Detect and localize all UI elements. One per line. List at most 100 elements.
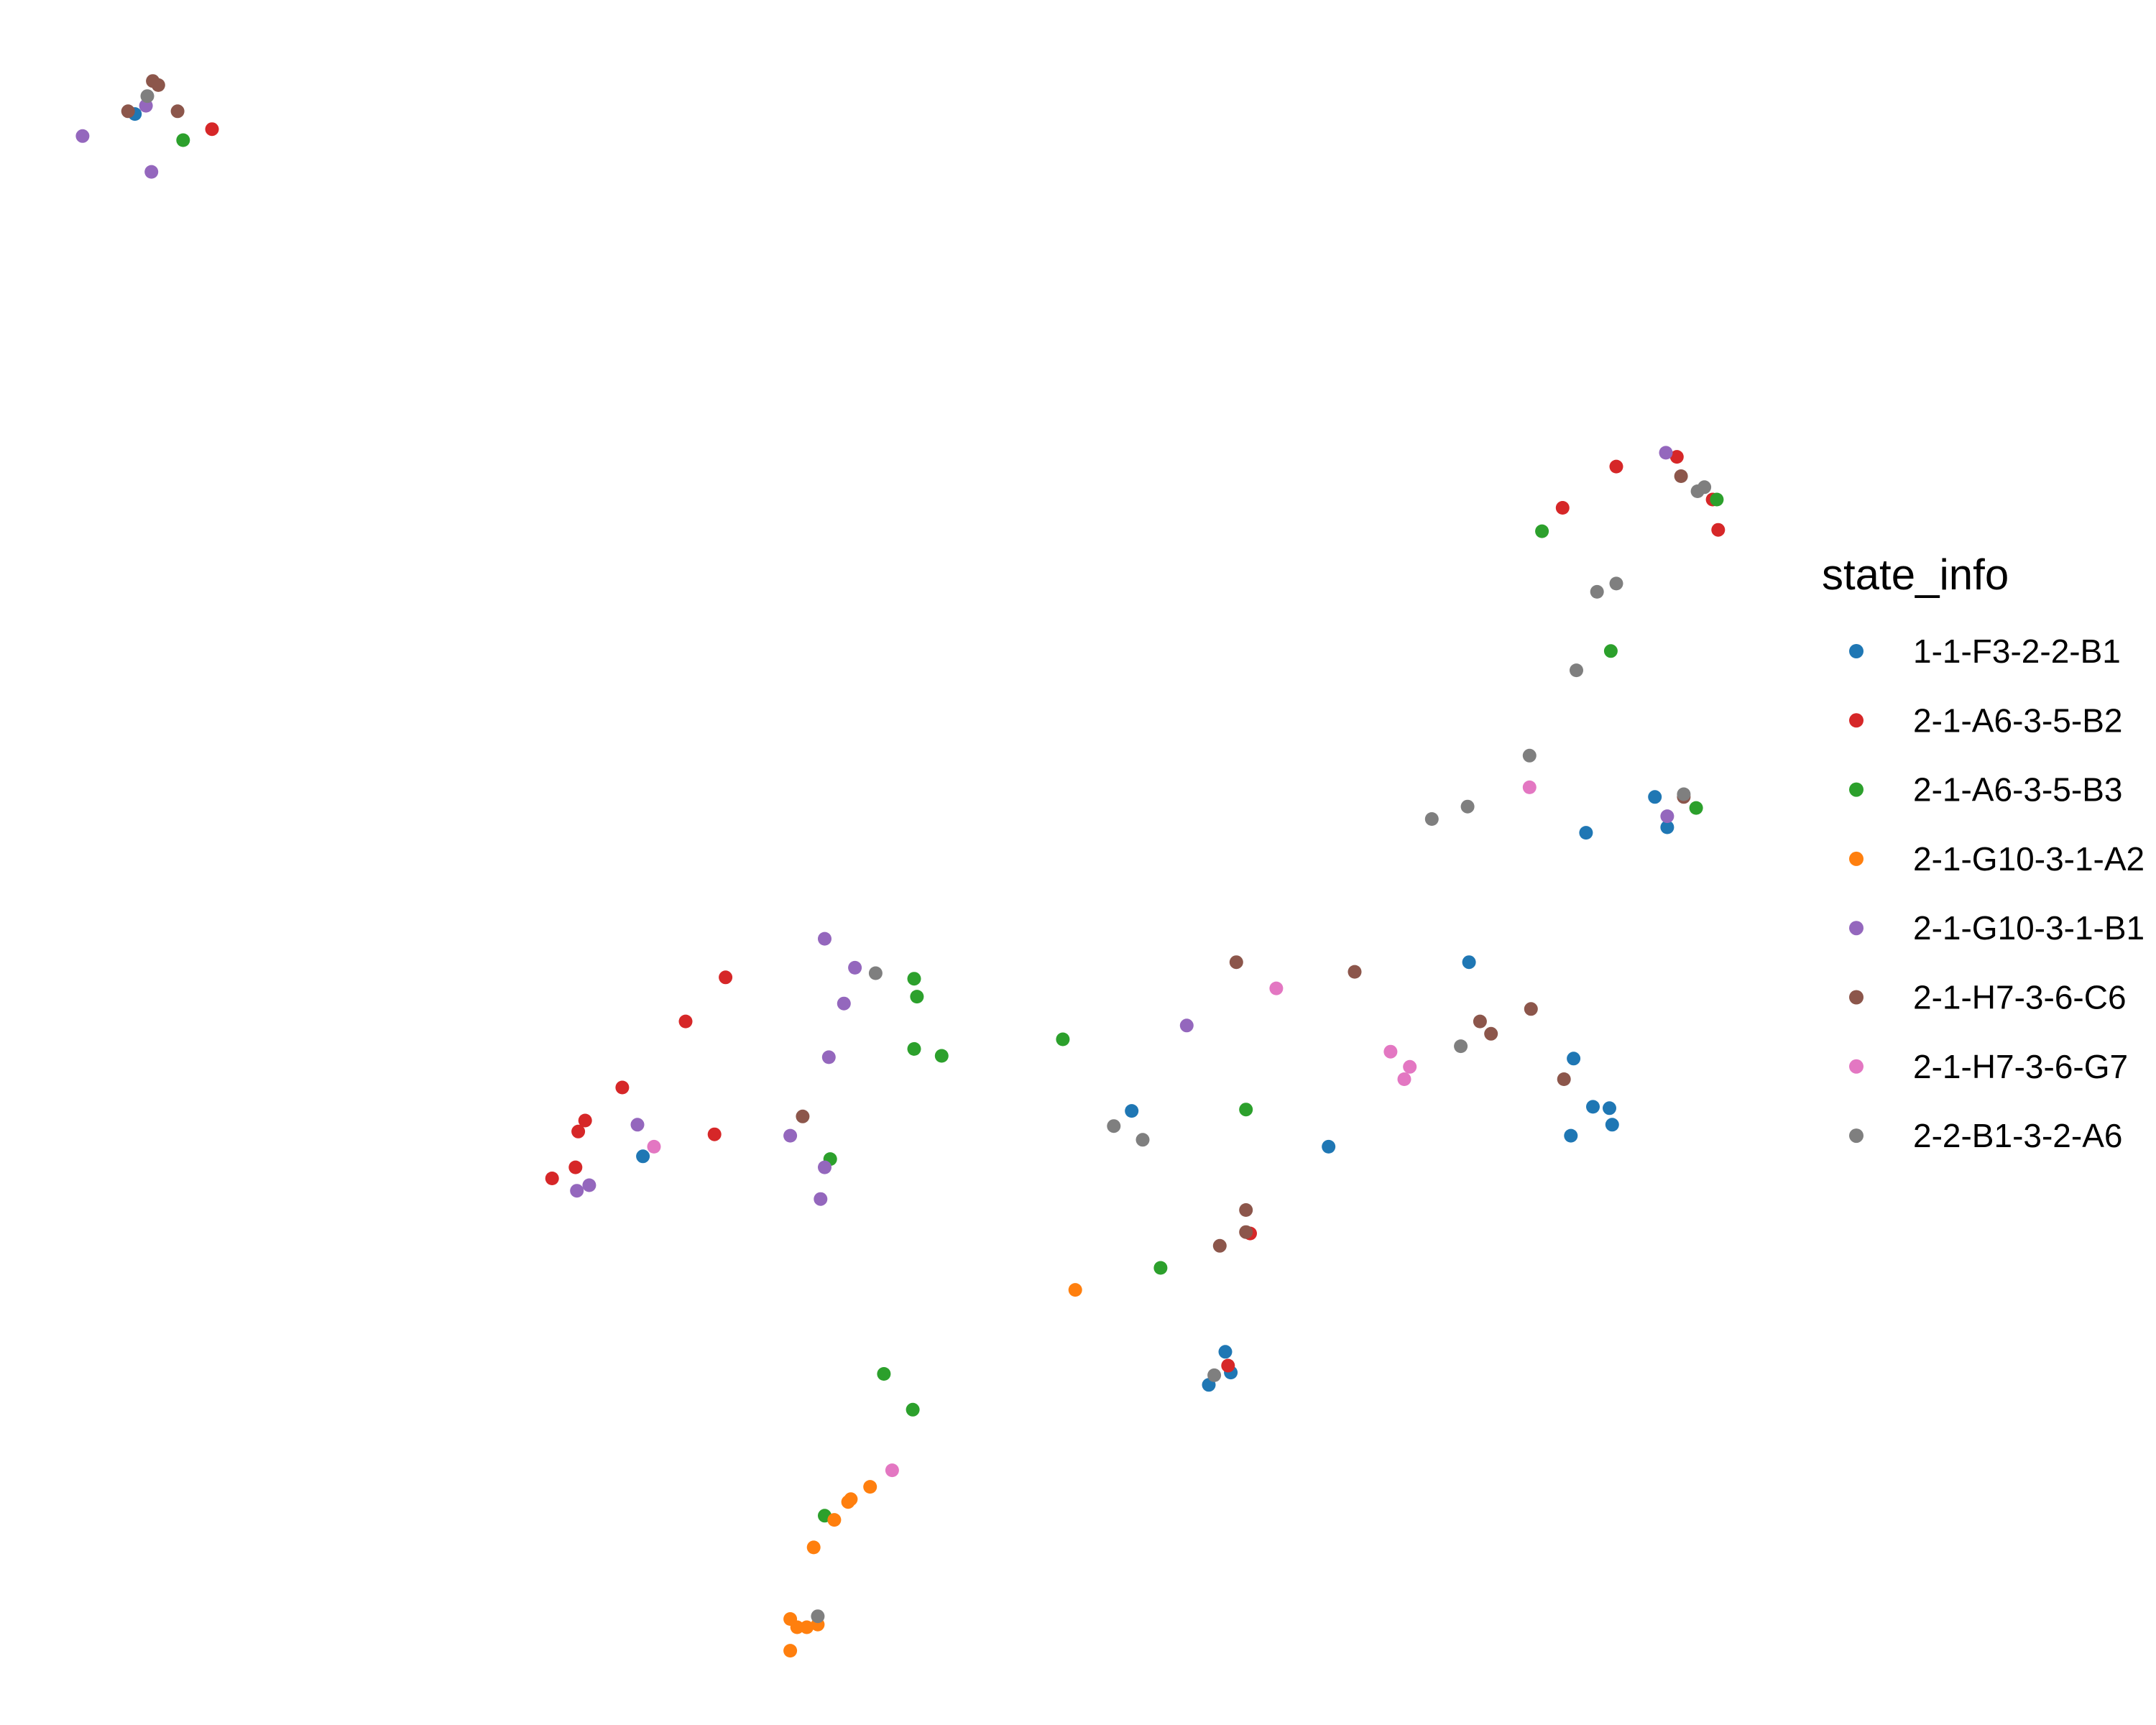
legend-items: 1-1-F3-2-2-B1 2-1-A6-3-5-B2 2-1-A6-3-5-B3 2… — [1849, 632, 2145, 1154]
data-point — [1068, 1283, 1082, 1297]
data-point — [821, 1050, 836, 1064]
data-point — [907, 972, 921, 986]
data-point — [636, 1149, 650, 1164]
legend: state_info 1-1-F3-2-2-B1 2-1-A6-3-5-B2 2-1… — [1822, 551, 2145, 1154]
data-point — [1322, 1139, 1336, 1154]
data-point — [1711, 523, 1726, 537]
data-point — [1710, 492, 1724, 507]
data-point — [1473, 1014, 1487, 1029]
data-point — [1229, 955, 1243, 970]
data-point — [1677, 787, 1691, 801]
legend-item: 2-1-H7-3-6-G7 — [1849, 1048, 2128, 1085]
data-point — [1555, 501, 1570, 515]
data-point — [1659, 446, 1673, 460]
data-point — [1269, 981, 1284, 995]
data-point — [1522, 780, 1537, 794]
data-point — [1564, 1128, 1578, 1143]
legend-item: 2-1-G10-3-1-B1 — [1849, 909, 2145, 947]
data-point — [1056, 1032, 1070, 1046]
data-point — [868, 966, 883, 980]
data-point — [818, 932, 831, 946]
legend-title: state_info — [1822, 551, 2009, 599]
series-2-1-G10-3-1-B1 — [75, 98, 1674, 1206]
data-point — [678, 1014, 693, 1029]
data-point — [1107, 1119, 1121, 1133]
data-point — [75, 129, 90, 143]
data-point — [1454, 1039, 1468, 1054]
series-2-1-A6-3-5-B3 — [176, 133, 1724, 1523]
data-point — [783, 1128, 798, 1143]
data-point — [1153, 1261, 1168, 1275]
data-point — [1424, 812, 1439, 826]
data-point — [1579, 826, 1593, 840]
legend-label: 2-1-H7-3-6-G7 — [1913, 1048, 2128, 1085]
data-point — [796, 1109, 810, 1123]
data-point — [1348, 965, 1362, 979]
data-point — [1570, 663, 1583, 678]
data-point — [1586, 1100, 1600, 1114]
legend-item: 2-2-B1-3-2-A6 — [1849, 1117, 2122, 1154]
data-point — [790, 1620, 804, 1634]
data-point — [848, 960, 862, 975]
legend-key — [1849, 782, 1864, 797]
legend-key — [1849, 713, 1864, 728]
data-point — [844, 1492, 858, 1506]
data-point — [1179, 1018, 1194, 1033]
legend-key — [1849, 851, 1864, 866]
data-point — [1135, 1133, 1150, 1147]
series-2-2-B1-3-2-A6 — [140, 89, 1712, 1624]
data-point — [934, 1049, 949, 1063]
data-point — [568, 1160, 583, 1174]
data-point — [818, 1160, 831, 1174]
data-point — [885, 1463, 899, 1478]
legend-item: 2-1-A6-3-5-B3 — [1849, 771, 2122, 809]
data-point — [1605, 1118, 1619, 1132]
legend-label: 2-2-B1-3-2-A6 — [1913, 1117, 2122, 1154]
data-point — [1239, 1225, 1253, 1239]
legend-label: 2-1-G10-3-1-B1 — [1913, 909, 2145, 947]
data-point — [647, 1139, 661, 1154]
legend-label: 2-1-A6-3-5-B3 — [1913, 771, 2122, 809]
data-point — [1484, 1026, 1498, 1041]
data-point — [205, 122, 219, 137]
series-2-1-H7-3-6-G7 — [647, 780, 1537, 1478]
data-point — [170, 104, 185, 119]
data-point — [806, 1540, 821, 1555]
data-point — [783, 1644, 798, 1658]
legend-item: 1-1-F3-2-2-B1 — [1849, 632, 2121, 670]
data-point — [144, 165, 159, 179]
points-layer — [75, 74, 1726, 1658]
data-point — [1689, 801, 1703, 815]
series-1-1-F3-2-2-B1 — [128, 107, 1674, 1392]
legend-label: 2-1-G10-3-1-A2 — [1913, 840, 2145, 878]
data-point — [1239, 1203, 1253, 1217]
data-point — [814, 1192, 828, 1206]
data-point — [176, 133, 190, 147]
legend-label: 1-1-F3-2-2-B1 — [1913, 632, 2121, 670]
data-point — [1239, 1103, 1253, 1117]
data-point — [1403, 1059, 1417, 1074]
data-point — [907, 1041, 921, 1056]
data-point — [800, 1620, 814, 1634]
data-point — [910, 990, 924, 1004]
data-point — [1648, 790, 1662, 804]
data-point — [578, 1113, 592, 1128]
data-point — [1567, 1052, 1581, 1066]
legend-item: 2-1-G10-3-1-A2 — [1849, 840, 2145, 878]
data-point — [1660, 820, 1674, 834]
data-point — [1383, 1044, 1398, 1059]
data-point — [571, 1124, 586, 1138]
series-2-1-H7-3-6-C6 — [121, 74, 1691, 1253]
data-point — [1557, 1072, 1571, 1086]
data-point — [582, 1178, 596, 1192]
data-point — [1609, 576, 1623, 591]
data-point — [1660, 809, 1674, 824]
data-point — [863, 1480, 877, 1494]
data-point — [1462, 955, 1476, 970]
data-point — [1207, 1368, 1222, 1382]
data-point — [1522, 748, 1537, 763]
data-point — [1603, 1101, 1616, 1116]
data-point — [827, 1513, 842, 1527]
legend-key — [1849, 990, 1864, 1005]
